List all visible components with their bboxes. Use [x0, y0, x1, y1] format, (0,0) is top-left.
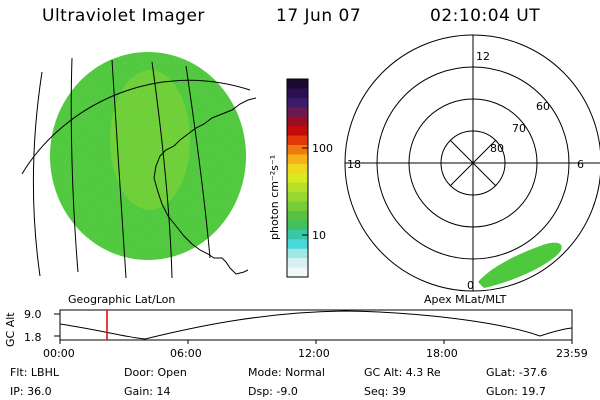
- instrument-title: Ultraviolet Imager: [42, 6, 205, 26]
- coastline: [153, 97, 257, 275]
- time-label: 02:10:04 UT: [430, 6, 541, 26]
- mlt-label-6: 6: [577, 158, 584, 171]
- colorbar-segment: [287, 116, 308, 127]
- colorbar-ticks: [302, 147, 308, 236]
- colorbar-segment: [287, 97, 308, 108]
- info-glon: GLon: 19.7: [486, 385, 546, 398]
- colorbar-frame: [286, 78, 309, 278]
- colorbar-segment: [287, 79, 308, 90]
- colorbar-segment: [287, 211, 308, 222]
- orbit-ytick-min: 1.8: [24, 331, 42, 344]
- colorbar-segment: [287, 135, 308, 146]
- geographic-image: [21, 52, 257, 279]
- colorbar-segment: [287, 239, 308, 250]
- disk-texture: [50, 52, 246, 260]
- colorbar-segment: [287, 145, 308, 156]
- colorbar-tick-100: 100: [312, 142, 333, 155]
- disk-shading: [110, 70, 190, 210]
- colorbar-segment: [287, 173, 308, 184]
- orbit-xtick-0: 00:00: [43, 347, 75, 360]
- altitude-curve: [59, 310, 573, 340]
- mlat-label-80: 80: [490, 142, 504, 155]
- orbit-altitude-plot: 9.0 1.8 GC Alt 00:00 06:00 12:00 18:00 2…: [4, 308, 588, 360]
- orbit-y-ticks: [54, 313, 60, 337]
- info-filter: Flt: LBHL: [10, 366, 60, 379]
- info-glat: GLat: -37.6: [486, 366, 547, 379]
- info-door: Door: Open: [124, 366, 187, 379]
- colorbar-segment: [287, 258, 308, 269]
- limb-line: [33, 71, 43, 277]
- info-mode: Mode: Normal: [248, 366, 325, 379]
- mlt-label-18: 18: [347, 158, 361, 171]
- orbit-xtick-3: 18:00: [426, 347, 458, 360]
- orbit-xtick-4: 23:59: [556, 347, 588, 360]
- mlat-label-70: 70: [512, 122, 526, 135]
- instrument-info: Flt: LBHL IP: 36.0 Door: Open Gain: 14 M…: [10, 366, 547, 398]
- mlt-label-0: 0: [467, 279, 474, 292]
- mlt-label-12: 12: [476, 50, 490, 63]
- colorbar-segment: [287, 248, 308, 259]
- orbit-ylabel: GC Alt: [4, 312, 17, 347]
- orbit-ytick-max: 9.0: [24, 308, 42, 321]
- colorbar-segment: [287, 229, 308, 240]
- colorbar-segment: [287, 192, 308, 203]
- colorbar-segment: [287, 154, 308, 165]
- auroral-oval-patch: [478, 242, 562, 288]
- mlat-label-60: 60: [536, 100, 550, 113]
- date-label: 17 Jun 07: [276, 6, 362, 26]
- info-ip: IP: 36.0: [10, 385, 52, 398]
- info-gain: Gain: 14: [124, 385, 171, 398]
- colorbar-segment: [287, 107, 308, 118]
- meridian-lines: [70, 57, 211, 279]
- colorbar: [286, 78, 309, 278]
- info-gc-alt: GC Alt: 4.3 Re: [364, 366, 441, 379]
- latitude-line: [21, 79, 251, 175]
- colorbar-segment: [287, 182, 308, 193]
- colorbar-segment: [287, 88, 308, 99]
- apex-polar-plot: 12 18 6 0 60 70 80: [344, 34, 600, 292]
- colorbar-segment: [287, 267, 308, 278]
- colorbar-segment: [287, 201, 308, 212]
- colorbar-unit-label: photon cm⁻²s⁻¹: [268, 155, 281, 240]
- orbit-xtick-2: 12:00: [298, 347, 330, 360]
- colorbar-segment: [287, 163, 308, 174]
- info-dsp: Dsp: -9.0: [248, 385, 298, 398]
- orbit-xtick-1: 06:00: [170, 347, 202, 360]
- apex-caption: Apex MLat/MLT: [424, 293, 507, 306]
- colorbar-tick-10: 10: [312, 229, 326, 242]
- colorbar-segment: [287, 126, 308, 137]
- polar-grid: [344, 34, 600, 292]
- orbit-x-ticks: [59, 340, 573, 344]
- info-seq: Seq: 39: [364, 385, 406, 398]
- colorbar-segment: [287, 220, 308, 231]
- geographic-caption: Geographic Lat/Lon: [68, 293, 175, 306]
